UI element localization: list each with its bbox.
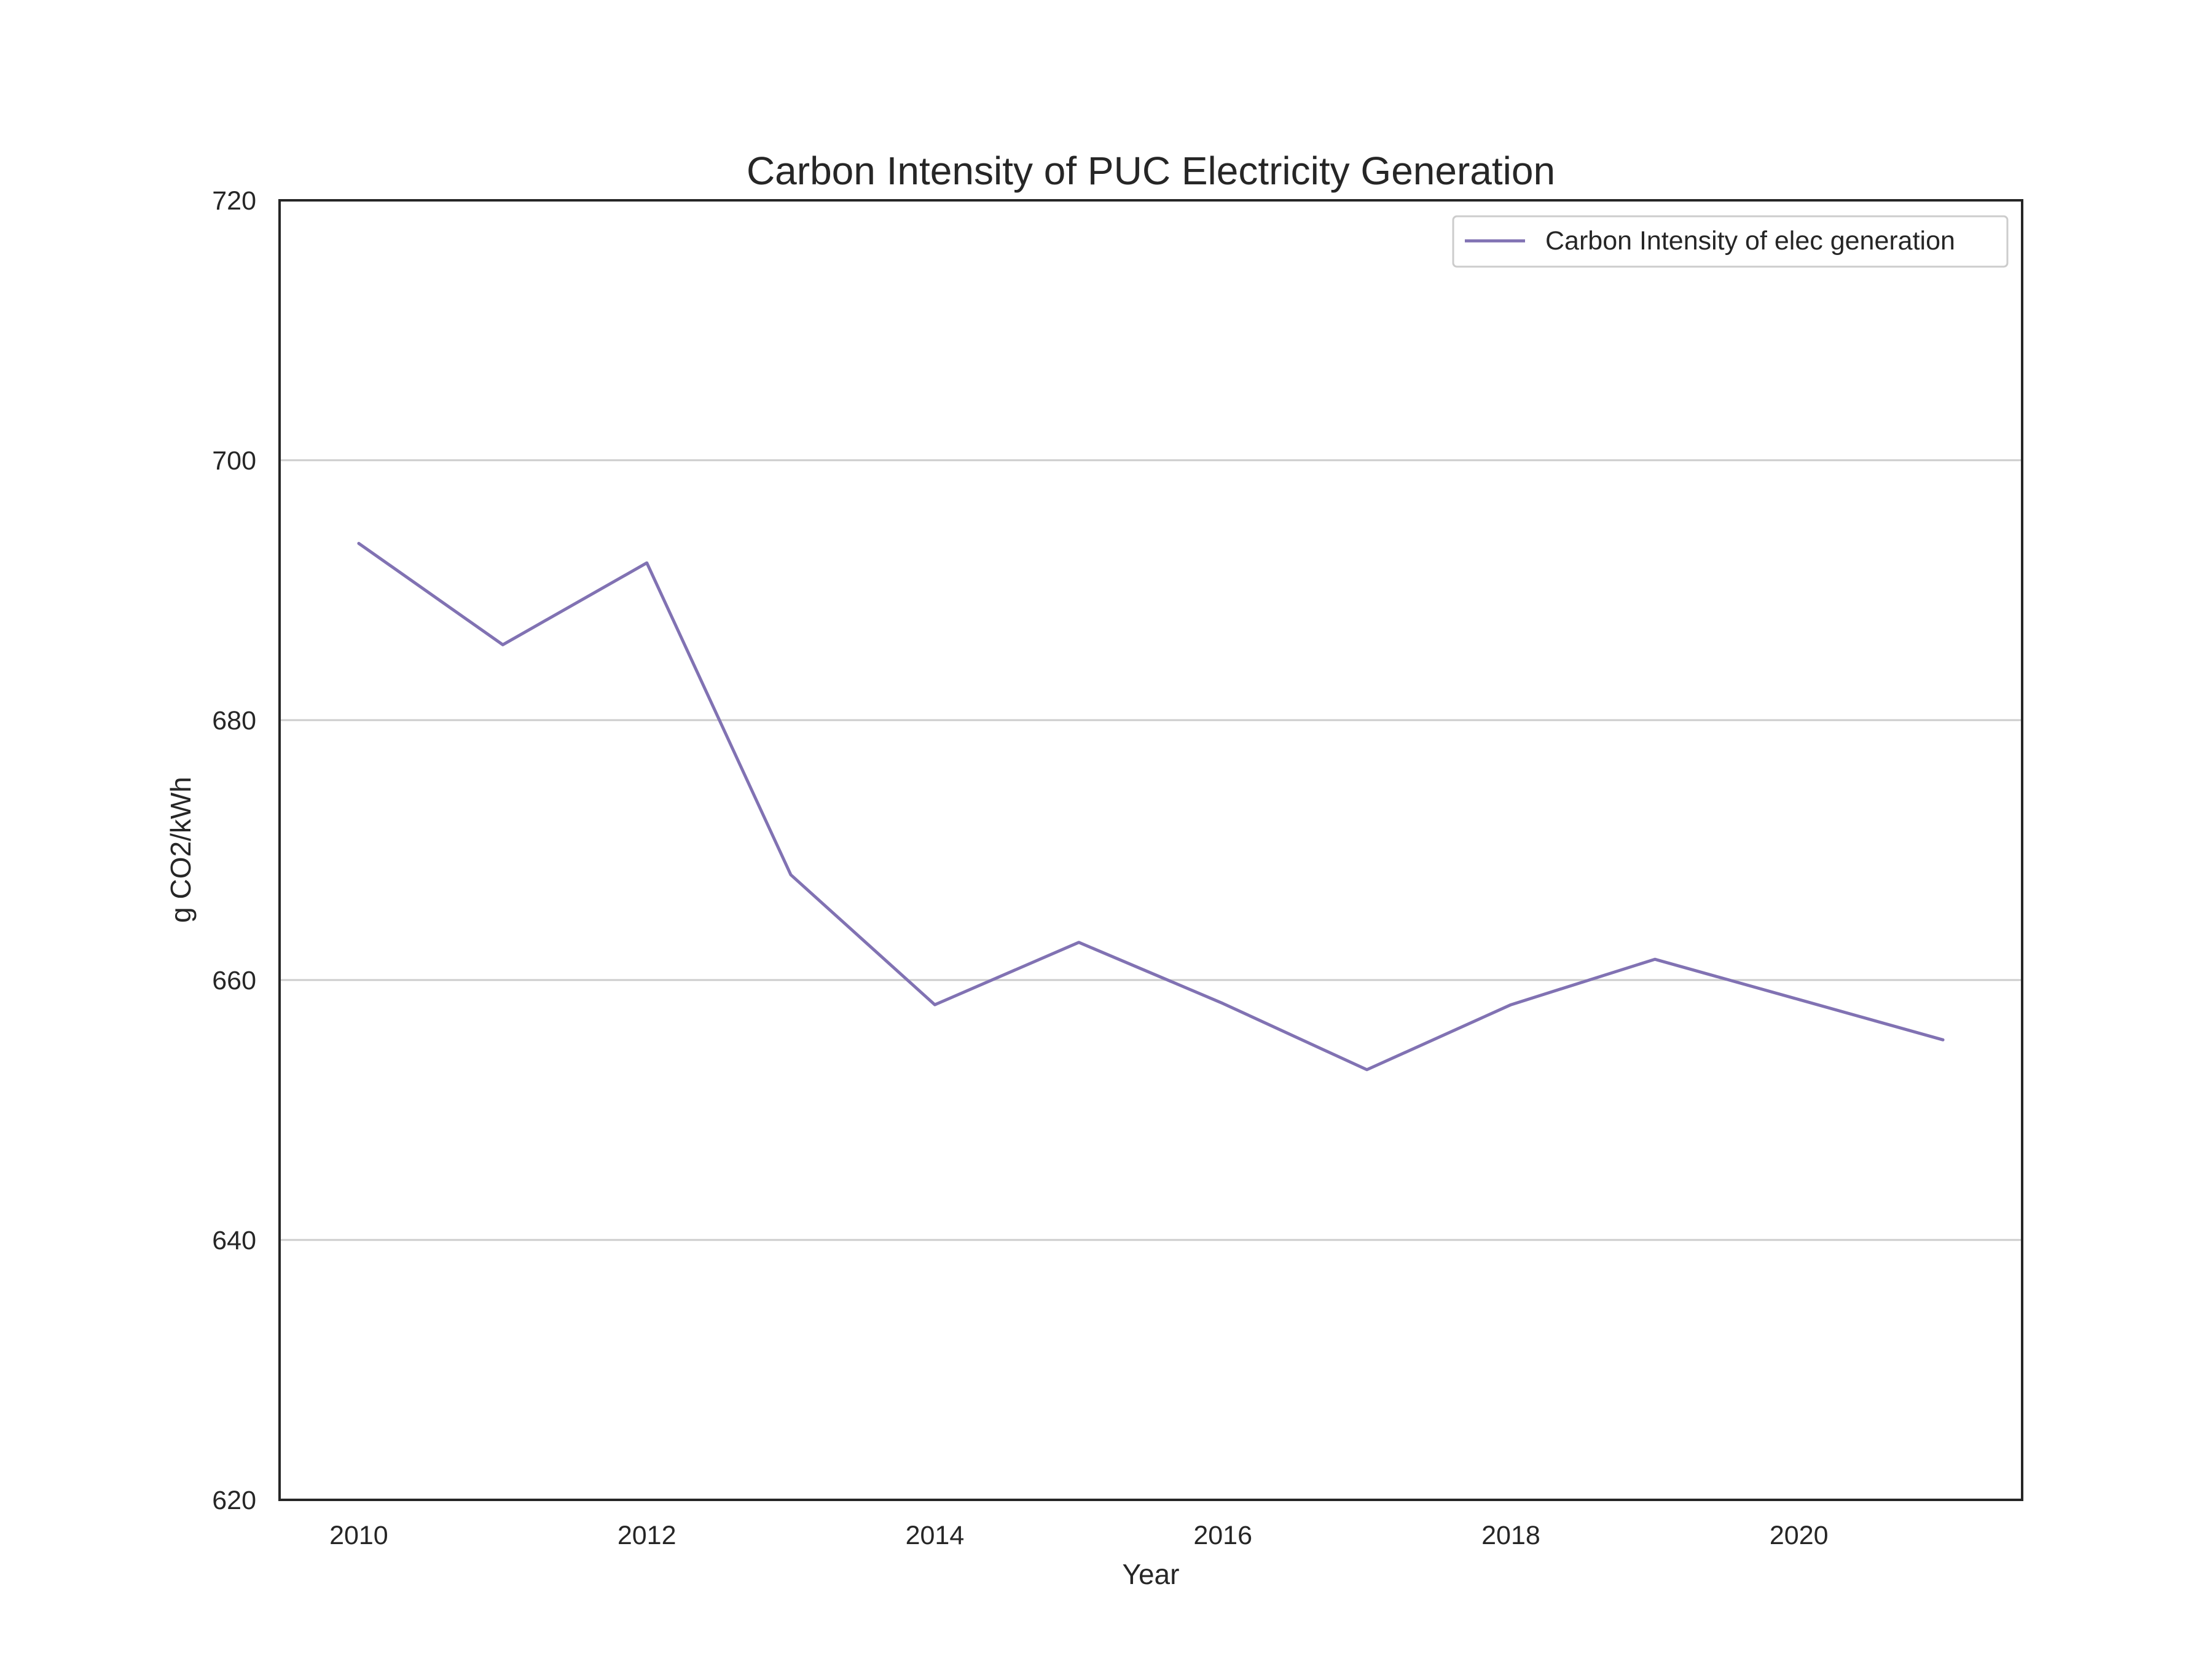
- y-tick-label: 620: [212, 1486, 256, 1515]
- x-tick-label: 2014: [906, 1521, 965, 1550]
- legend: Carbon Intensity of elec generation: [1452, 215, 2009, 268]
- plot-frame: [278, 199, 2023, 1501]
- x-tick-label: 2012: [618, 1521, 677, 1550]
- x-tick-label: 2018: [1481, 1521, 1540, 1550]
- legend-box: [1452, 215, 2009, 268]
- y-axis-label: g CO2/kWh: [165, 777, 197, 923]
- series-lines: [357, 541, 1945, 1072]
- x-tick-labels: 2010 2012 2014 2016 2018 2020: [329, 1521, 1828, 1550]
- y-tick-label: 680: [212, 706, 256, 735]
- y-tick-label: 720: [212, 186, 256, 216]
- grid-lines: [280, 459, 2022, 1241]
- y-tick-label: 640: [212, 1226, 256, 1255]
- series-line-0: [357, 541, 1945, 1072]
- y-tick-label: 660: [212, 966, 256, 995]
- legend-entry-label: Carbon Intensity of elec generation: [1545, 226, 1955, 256]
- chart-title: Carbon Intensity of PUC Electricity Gene…: [747, 149, 1555, 193]
- y-tick-label: 700: [212, 446, 256, 476]
- x-axis-label: Year: [1123, 1558, 1180, 1590]
- x-tick-label: 2020: [1770, 1521, 1829, 1550]
- x-tick-label: 2016: [1193, 1521, 1252, 1550]
- y-tick-labels: 620 640 660 680 700 720: [212, 186, 256, 1515]
- x-tick-label: 2010: [329, 1521, 388, 1550]
